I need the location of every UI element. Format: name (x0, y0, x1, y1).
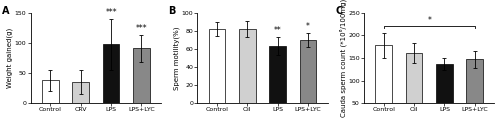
Bar (208, 29, 226, 103)
Bar (42, 80, 58, 103)
Text: *: * (306, 22, 310, 31)
Bar (102, 44, 120, 103)
Text: ***: *** (105, 8, 117, 17)
Text: A: A (2, 6, 10, 16)
Y-axis label: Sperm motility(%): Sperm motility(%) (174, 26, 180, 90)
Bar (406, 53, 422, 118)
Y-axis label: Weight gained(g): Weight gained(g) (7, 28, 14, 88)
Bar (270, 46, 286, 103)
Bar (436, 64, 452, 118)
Bar (466, 59, 483, 118)
Text: ***: *** (136, 24, 147, 33)
Bar (300, 40, 316, 103)
Bar (239, 29, 256, 103)
Bar (72, 82, 89, 103)
Text: B: B (168, 6, 176, 16)
Bar (133, 48, 150, 103)
Y-axis label: Cauda sperm count (*10⁶/100mg): Cauda sperm count (*10⁶/100mg) (339, 0, 346, 117)
Text: **: ** (274, 26, 281, 35)
Bar (376, 45, 392, 118)
Text: *: * (428, 16, 431, 25)
Text: C: C (336, 6, 342, 16)
